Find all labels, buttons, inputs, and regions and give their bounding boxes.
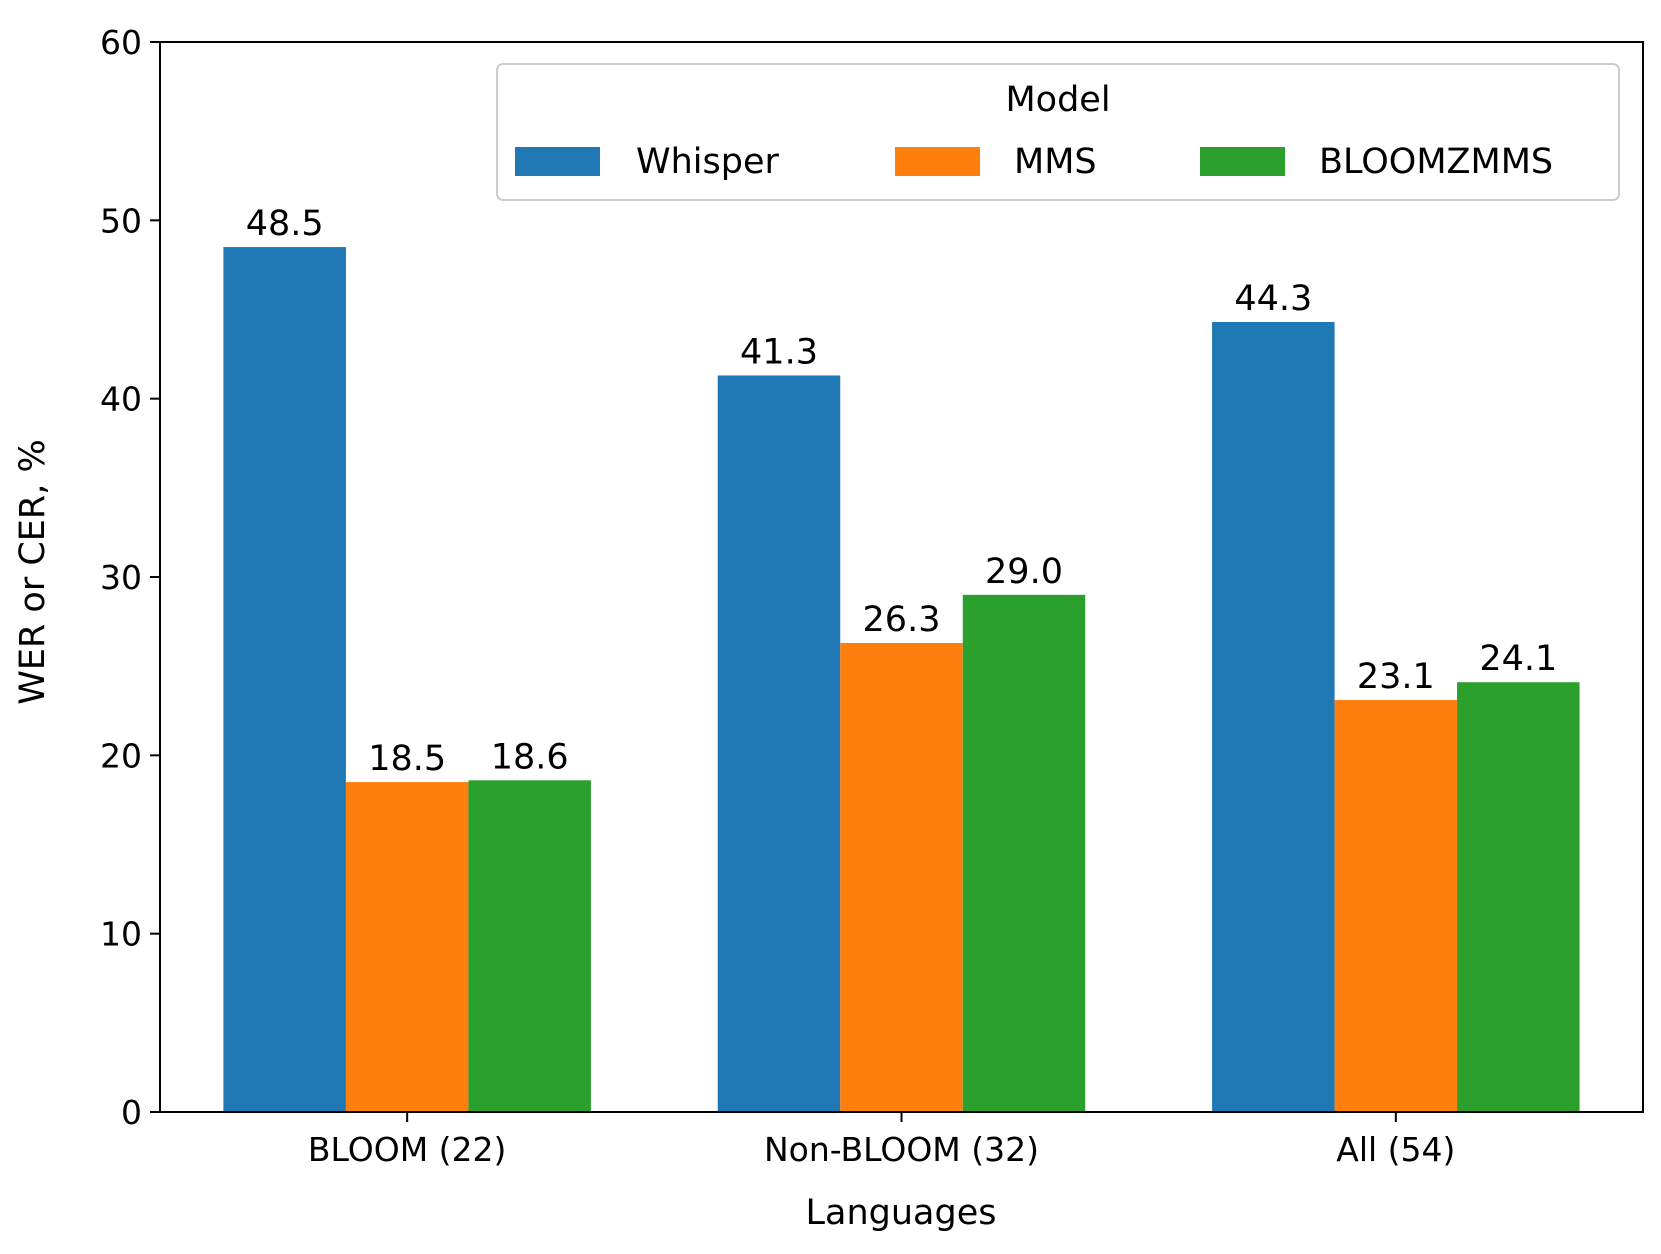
legend-label-whisper: Whisper — [636, 142, 779, 182]
bar-whisper-3 — [1212, 321, 1335, 1112]
y-tick-label: 30 — [100, 558, 142, 597]
bar-whisper-1 — [223, 247, 346, 1113]
x-tick-label: All (54) — [1336, 1130, 1455, 1169]
legend: Model Whisper MMS BLOOMZMMS — [496, 63, 1620, 201]
y-tick-label: 60 — [100, 23, 142, 62]
y-tick-label: 50 — [100, 201, 142, 240]
bar-bloomzmms-3 — [1457, 682, 1580, 1112]
y-tick-label: 10 — [100, 915, 142, 954]
y-axis: 0 10 20 30 40 50 60 — [100, 23, 160, 1132]
y-tick-label: 0 — [121, 1093, 142, 1132]
data-label-mms-3: 23.1 — [1357, 657, 1435, 697]
bar-mms-3 — [1334, 700, 1458, 1112]
y-tick-label: 20 — [100, 736, 142, 775]
data-label-whisper-1: 48.5 — [246, 204, 324, 244]
data-label-bloomzmms-1: 18.6 — [491, 737, 569, 777]
legend-swatch-bloomzmms — [1200, 147, 1285, 176]
legend-title: Model — [1005, 80, 1110, 120]
data-label-bloomzmms-3: 24.1 — [1479, 639, 1557, 679]
data-label-mms-2: 26.3 — [863, 600, 941, 640]
x-axis: BLOOM (22) Non-BLOOM (32) All (54) — [308, 1112, 1455, 1169]
legend-swatch-mms — [895, 147, 980, 176]
x-tick-label: Non-BLOOM (32) — [764, 1130, 1039, 1169]
y-tick-label: 40 — [100, 380, 142, 419]
bar-mms-2 — [840, 642, 963, 1112]
x-tick-label: BLOOM (22) — [308, 1130, 507, 1169]
legend-swatch-whisper — [515, 147, 600, 176]
legend-label-mms: MMS — [1014, 142, 1097, 182]
bars-layer — [223, 247, 1580, 1113]
legend-box — [496, 63, 1620, 201]
bar-whisper-2 — [717, 375, 841, 1112]
data-label-mms-1: 18.5 — [368, 739, 446, 779]
bar-mms-1 — [345, 782, 469, 1112]
data-labels-layer: 48.5 18.5 18.6 41.3 26.3 29.0 44.3 23.1 24.1 — [246, 204, 1558, 779]
bar-bloomzmms-2 — [962, 594, 1086, 1112]
data-label-whisper-2: 41.3 — [740, 332, 818, 372]
y-axis-label: WER or CER, % — [13, 439, 53, 704]
data-label-bloomzmms-2: 29.0 — [985, 552, 1063, 592]
legend-label-bloomzmms: BLOOMZMMS — [1319, 142, 1553, 182]
bar-bloomzmms-1 — [468, 780, 591, 1112]
x-axis-label: Languages — [806, 1193, 997, 1233]
data-label-whisper-3: 44.3 — [1234, 279, 1312, 319]
